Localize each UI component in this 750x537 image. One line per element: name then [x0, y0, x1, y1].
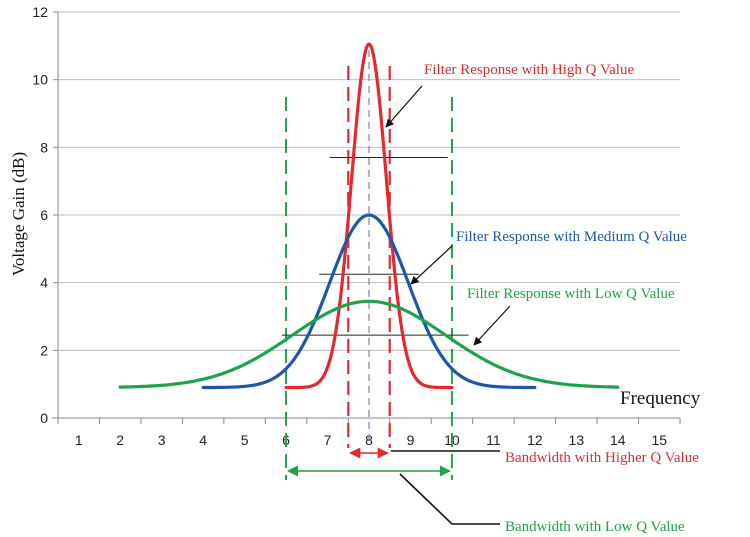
x-tick-label-1: 1 — [75, 432, 83, 448]
leader-low-q — [473, 305, 511, 346]
y-tick-label-0: 0 — [40, 410, 48, 426]
response-curves — [118, 42, 620, 390]
x-tick-label-9: 9 — [407, 432, 415, 448]
leader-high-q — [385, 85, 423, 128]
bandwidth-markers — [281, 50, 469, 480]
x-tick-label-14: 14 — [610, 432, 626, 448]
axes — [52, 11, 681, 424]
curve-high-q — [284, 42, 454, 390]
annotation-high-q: Filter Response with High Q Value — [424, 62, 634, 78]
x-axis-title: Frequency — [620, 388, 701, 409]
annotation-bandwidth-low: Bandwidth with Low Q Value — [505, 519, 685, 535]
x-tick-label-4: 4 — [199, 432, 207, 448]
y-tick-label-2: 2 — [40, 342, 48, 358]
x-tick-labels: 123456789101112131415 — [75, 432, 667, 448]
curve-medium-q — [201, 213, 537, 390]
annotation-low-q: Filter Response with Low Q Value — [467, 286, 675, 302]
annotation-medium-q: Filter Response with Medium Q Value — [456, 229, 687, 245]
x-tick-label-15: 15 — [651, 432, 667, 448]
x-tick-label-7: 7 — [324, 432, 332, 448]
x-tick-label-13: 13 — [569, 432, 585, 448]
x-tick-label-12: 12 — [527, 432, 543, 448]
y-tick-label-12: 12 — [32, 4, 48, 20]
x-tick-label-5: 5 — [241, 432, 249, 448]
leader-bandwidth-low — [399, 473, 500, 525]
leader-medium-q — [410, 245, 453, 285]
annotation-bandwidth-high: Bandwidth with Higher Q Value — [505, 450, 699, 466]
curve-low-q — [118, 299, 620, 389]
annotation-leaders — [385, 85, 511, 525]
y-tick-label-8: 8 — [40, 139, 48, 155]
y-tick-label-6: 6 — [40, 207, 48, 223]
y-tick-label-10: 10 — [32, 72, 48, 88]
x-tick-label-2: 2 — [116, 432, 124, 448]
y-axis-title: Voltage Gain (dB) — [9, 152, 28, 276]
x-tick-label-11: 11 — [486, 432, 501, 448]
x-tick-label-3: 3 — [158, 432, 166, 448]
y-tick-labels: 0 2 4 6 8 10 12 — [32, 4, 48, 426]
y-tick-label-4: 4 — [40, 275, 48, 291]
